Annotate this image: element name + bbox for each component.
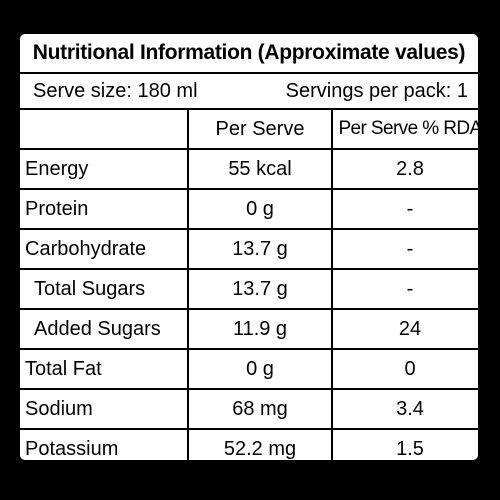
nutrient-name: Protein <box>20 188 189 230</box>
per-serve-value: 11.9 g <box>187 308 333 350</box>
rda-value: 3.4 <box>331 388 478 430</box>
table-row: Potassium 52.2 mg 1.5 <box>20 428 478 460</box>
header-rda: Per Serve % RDA <box>331 110 478 150</box>
table-row: Sodium 68 mg 3.4 <box>20 388 478 430</box>
header-per-serve: Per Serve <box>187 110 333 150</box>
table-header-row: Per Serve Per Serve % RDA <box>20 110 478 150</box>
rda-value: 0 <box>331 348 478 390</box>
per-serve-value: 13.7 g <box>187 268 333 310</box>
nutrient-name: Potassium <box>20 428 189 460</box>
rda-value: - <box>331 268 478 310</box>
table-row: Total Sugars 13.7 g - <box>20 268 478 310</box>
nutrient-name: Carbohydrate <box>20 228 189 270</box>
label-title: Nutritional Information (Approximate val… <box>20 34 478 74</box>
servings-per-pack: Servings per pack: 1 <box>285 79 468 102</box>
per-serve-value: 68 mg <box>187 388 333 430</box>
nutrient-name: Energy <box>20 148 189 190</box>
nutrient-name: Total Sugars <box>20 268 189 310</box>
per-serve-value: 13.7 g <box>187 228 333 270</box>
per-serve-value: 55 kcal <box>187 148 333 190</box>
per-serve-value: 0 g <box>187 188 333 230</box>
header-nutrient <box>20 110 189 150</box>
nutrition-table: Per Serve Per Serve % RDA Energy 55 kcal… <box>20 110 478 460</box>
rda-value: - <box>331 228 478 270</box>
table-row: Carbohydrate 13.7 g - <box>20 228 478 270</box>
serving-info: Serve size: 180 ml Servings per pack: 1 <box>20 74 478 110</box>
table-row: Added Sugars 11.9 g 24 <box>20 308 478 350</box>
nutrient-name: Total Fat <box>20 348 189 390</box>
rda-value: 24 <box>331 308 478 350</box>
nutrient-name: Added Sugars <box>20 308 189 350</box>
table-row: Energy 55 kcal 2.8 <box>20 148 478 190</box>
nutrition-label: Nutritional Information (Approximate val… <box>18 32 480 462</box>
nutrient-name: Sodium <box>20 388 189 430</box>
rda-value: - <box>331 188 478 230</box>
table-row: Protein 0 g - <box>20 188 478 230</box>
table-row: Total Fat 0 g 0 <box>20 348 478 390</box>
rda-value: 1.5 <box>331 428 478 460</box>
per-serve-value: 0 g <box>187 348 333 390</box>
serve-size: Serve size: 180 ml <box>33 79 198 102</box>
rda-value: 2.8 <box>331 148 478 190</box>
per-serve-value: 52.2 mg <box>187 428 333 460</box>
